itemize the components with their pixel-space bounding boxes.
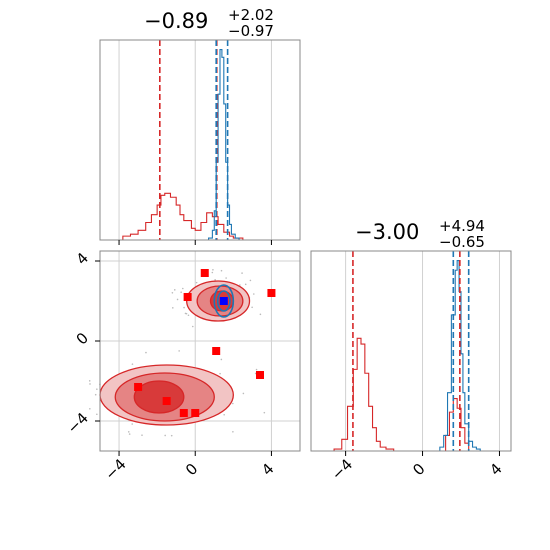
top-left-panel-hist-series-1 — [208, 48, 240, 240]
top-left-panel-hist-series-0 — [122, 192, 244, 240]
bottom-left-panel-sample-point — [255, 368, 258, 371]
bottom-left-panel-blue-contour — [216, 290, 231, 312]
bottom-left-panel-ytick-label: 4 — [73, 249, 92, 268]
bottom-right-panel-xtick-label: 4 — [486, 460, 505, 479]
bottom-left-panel-sample-point — [127, 431, 130, 433]
bottom-right-panel-hist-series-0 — [333, 337, 470, 452]
bottom-left-panel-sample-point — [239, 284, 241, 286]
bottom-left-panel-ytick-label: 0 — [73, 329, 92, 348]
bottom-left-panel-sample-point — [89, 407, 91, 410]
bottom-left-panel-sample-point — [94, 393, 97, 396]
bottom-left-panel-sample-point — [244, 283, 247, 286]
bottom-left-panel-sample-point — [183, 306, 185, 309]
bottom-left-panel-red-marker — [179, 409, 188, 417]
bottom-left-panel-sample-point — [232, 402, 234, 405]
top-left-panel-title-lower: −0.97 — [228, 22, 274, 40]
bottom-left-panel-sample-point — [214, 278, 216, 281]
bottom-left-panel-sample-point — [181, 287, 184, 290]
bottom-left-panel-red-marker — [267, 289, 276, 297]
bottom-left-panel-red-marker — [134, 383, 143, 391]
bottom-left-panel-sample-point — [259, 313, 262, 316]
bottom-left-panel-sample-point — [187, 314, 190, 317]
bottom-right-panel-frame — [310, 250, 512, 452]
bottom-left-panel-sample-point — [184, 312, 187, 315]
bottom-left-panel-red-marker — [191, 409, 200, 417]
bottom-left-panel-sample-point — [170, 434, 173, 437]
bottom-left-panel-sample-point — [249, 279, 252, 282]
top-left-panel: −0.89 +2.02−0.97 — [99, 6, 301, 245]
bottom-left-panel-sample-point — [180, 291, 182, 294]
bottom-left-panel-red-contour-inner — [133, 380, 185, 414]
bottom-left-panel-red-marker — [183, 293, 192, 301]
bottom-left-panel-red-marker — [212, 347, 221, 355]
bottom-left-panel-xtick-label: −4 — [101, 455, 129, 483]
bottom-left-panel-sample-point — [178, 350, 180, 352]
bottom-left-panel-frame — [99, 250, 301, 452]
bottom-left-panel: −4 0 4 4 0 −4 — [64, 249, 301, 484]
bottom-right-panel-title: −3.00 — [355, 220, 419, 244]
bottom-left-panel-blue-contour — [213, 284, 235, 318]
top-left-panel-title-upper: +2.02 — [228, 6, 274, 24]
bottom-right-panel-title-upper: +4.94 — [439, 217, 485, 235]
bottom-right-panel-title-median: −3.00 — [355, 220, 419, 244]
bottom-right-panel-xtick-label: 0 — [409, 460, 428, 479]
bottom-left-panel-sample-point — [241, 272, 243, 274]
bottom-right-panel: −4 0 4 −3.00 +4.94−0.65 — [310, 217, 512, 484]
bottom-left-panel-sample-point — [220, 358, 223, 361]
bottom-left-panel-xtick-label: 0 — [182, 460, 201, 479]
bottom-right-panel-xtick-label: −4 — [328, 455, 356, 483]
bottom-left-panel-sample-point — [242, 392, 245, 395]
bottom-left-panel-sample-point — [164, 434, 166, 437]
bottom-left-panel-sample-point — [232, 430, 234, 433]
top-left-panel-title: −0.89 — [144, 9, 208, 33]
bottom-left-panel-sample-point — [96, 388, 98, 390]
bottom-left-panel-blue-marker — [219, 297, 228, 305]
bottom-left-panel-xtick-label: 4 — [258, 460, 277, 479]
bottom-left-panel-sample-point — [219, 372, 221, 375]
bottom-left-panel-red-marker — [256, 371, 264, 379]
bottom-left-panel-sample-point — [171, 307, 174, 309]
top-left-panel-frame — [99, 39, 301, 241]
bottom-left-panel-sample-point — [89, 383, 91, 385]
top-left-panel-title-median: −0.89 — [144, 9, 208, 33]
bottom-left-panel-sample-point — [128, 433, 131, 435]
bottom-left-panel-red-marker — [162, 397, 171, 405]
bottom-left-panel-sample-point — [96, 413, 98, 416]
bottom-left-panel-sample-point — [251, 306, 253, 309]
bottom-left-panel-sample-point — [141, 434, 143, 436]
bottom-left-panel-red-marker — [200, 269, 209, 277]
bottom-left-panel-sample-point — [88, 380, 91, 382]
bottom-left-panel-sample-point — [220, 269, 223, 272]
bottom-left-panel-sample-point — [195, 281, 198, 284]
bottom-right-panel-title-lower: −0.65 — [439, 233, 485, 251]
bottom-left-panel-sample-point — [173, 289, 176, 291]
bottom-left-panel-sample-point — [212, 268, 214, 271]
bottom-left-panel-sample-point — [223, 413, 225, 416]
bottom-left-panel-sample-point — [176, 298, 179, 301]
bottom-left-panel-sample-point — [225, 277, 227, 279]
bottom-left-panel-sample-point — [252, 293, 255, 295]
bottom-left-panel-sample-point — [131, 423, 134, 425]
bottom-left-panel-sample-point — [131, 363, 134, 365]
bottom-left-panel-sample-point — [211, 271, 214, 274]
bottom-left-panel-sample-point — [145, 351, 147, 354]
bottom-left-panel-sample-point — [191, 325, 194, 328]
bottom-left-panel-ytick-label: −4 — [64, 409, 92, 437]
bottom-left-panel-sample-point — [263, 411, 266, 414]
bottom-left-panel-sample-point — [171, 292, 174, 294]
